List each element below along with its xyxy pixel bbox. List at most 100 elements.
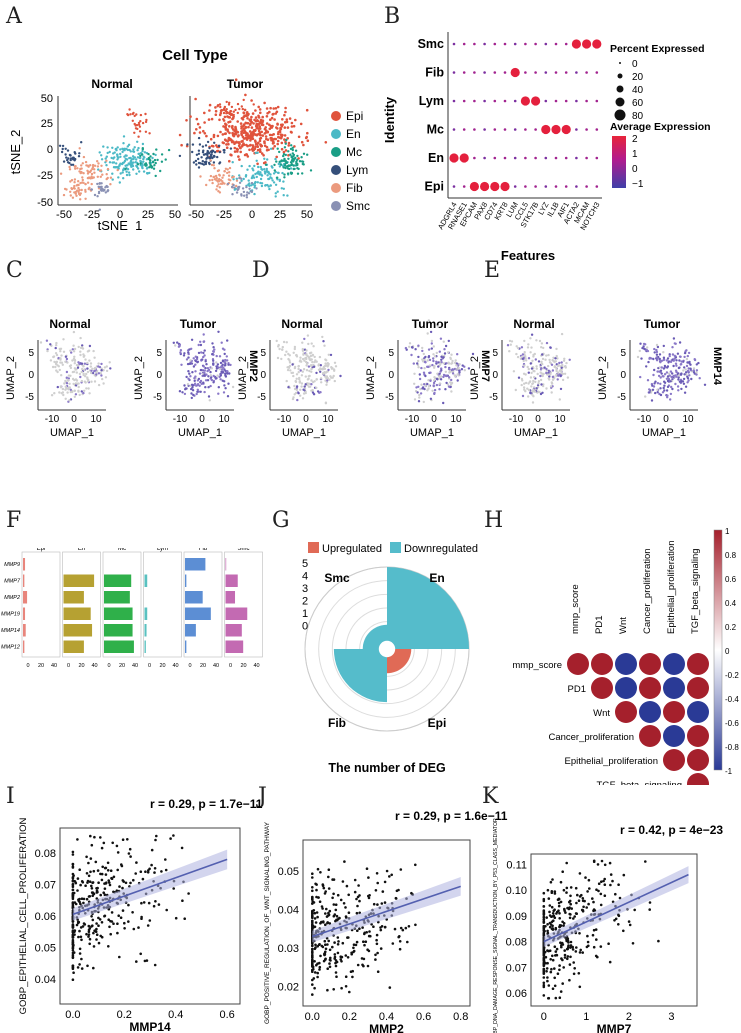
corr-cell <box>591 677 613 699</box>
tsne-point <box>98 169 102 172</box>
tsne-point <box>273 118 276 121</box>
umap-point <box>560 371 563 375</box>
scatter-point <box>319 871 322 874</box>
umap-point <box>639 342 642 345</box>
tsne-point <box>205 157 208 160</box>
tsne-point <box>204 144 208 147</box>
umap-xtick: 0 <box>199 414 205 425</box>
umap-point <box>669 380 672 383</box>
scatter-point <box>332 892 335 896</box>
umap-point <box>197 377 201 381</box>
tsne-point <box>148 161 151 165</box>
scatter-point <box>622 873 626 877</box>
tsne-point <box>159 169 162 173</box>
corr-cell <box>639 725 661 747</box>
tsne-point <box>80 141 83 144</box>
scatter-point <box>135 861 138 864</box>
tsne-point <box>119 155 122 158</box>
umap-point <box>672 359 675 362</box>
umap-point <box>327 368 330 372</box>
scatter-point <box>116 922 119 925</box>
scatter-point <box>328 965 332 969</box>
umap-point <box>533 370 536 373</box>
tsne-point <box>71 196 75 199</box>
umap-point <box>436 372 439 375</box>
umap-point <box>541 391 544 394</box>
tsne-point <box>224 122 227 126</box>
tsne-point <box>219 179 223 182</box>
scatter-point <box>563 949 566 952</box>
tsne-point <box>285 161 289 165</box>
scatter-point <box>347 911 351 914</box>
scatter-point <box>566 957 569 961</box>
scatter-point <box>318 965 322 969</box>
scatter-point <box>84 884 87 887</box>
umap-point <box>315 386 318 389</box>
tsne-point <box>256 162 259 166</box>
scatter-point <box>335 975 338 978</box>
panel-b-ylabel: Identity <box>382 96 397 143</box>
umap-point <box>687 379 690 382</box>
umap-point <box>64 385 68 388</box>
umap-point <box>212 346 215 349</box>
umap-ylabel: UMAP_2 <box>133 356 145 400</box>
dotplot-dot <box>544 42 548 46</box>
scatter-point <box>108 881 111 884</box>
umap-point <box>535 339 538 342</box>
tsne-point <box>277 130 280 134</box>
umap-point <box>51 365 55 369</box>
scatter-point <box>314 943 317 947</box>
umap-point <box>183 392 187 396</box>
umap-point <box>332 374 335 378</box>
umap-point <box>308 374 311 378</box>
umap-point <box>209 374 213 377</box>
scatter-point <box>339 958 343 961</box>
umap-point <box>219 378 222 381</box>
panel-g-legend-down-swatch <box>390 542 401 553</box>
scatter-point <box>127 903 130 907</box>
umap-point <box>675 364 678 367</box>
scatter-point <box>603 877 606 881</box>
corr-cell <box>639 653 661 675</box>
umap-point <box>202 374 205 377</box>
tsne-point <box>202 149 205 152</box>
umap-point <box>325 359 328 362</box>
scatter-point <box>71 943 75 947</box>
tsne-point <box>261 168 264 171</box>
panel-a-xtick: 25 <box>274 209 286 221</box>
scatter-point <box>548 949 552 952</box>
tsne-point <box>78 152 81 155</box>
polar-rtick: 0 <box>302 621 308 633</box>
scatter-point <box>314 921 318 924</box>
umap-point <box>216 363 220 366</box>
scatter-point <box>71 938 75 942</box>
tsne-point <box>300 140 304 144</box>
scatter-point <box>363 943 366 947</box>
umap-point <box>275 339 278 343</box>
tsne-point <box>254 172 257 176</box>
scatter-point <box>121 838 125 841</box>
panel-a-xtick: 50 <box>301 209 313 221</box>
umap-point <box>555 373 558 376</box>
tsne-point <box>137 135 140 138</box>
scatter-point <box>334 964 338 968</box>
panel-f-bar <box>225 607 248 620</box>
tsne-point <box>266 130 270 134</box>
umap-point <box>87 378 90 382</box>
scatter-point <box>110 920 114 923</box>
scatter-point <box>334 961 337 965</box>
panel-b-avg-colorbar <box>612 136 626 188</box>
tsne-point <box>281 171 284 175</box>
scatter-point <box>599 903 603 907</box>
tsne-point <box>105 159 108 162</box>
umap-point <box>541 362 544 366</box>
umap-title: Normal <box>49 318 90 331</box>
umap-point <box>297 392 300 395</box>
umap-xtick: 0 <box>663 414 669 425</box>
scatter-xlabel: MMP2 <box>369 1022 404 1033</box>
tsne-point <box>123 155 126 158</box>
dotplot-dot <box>575 99 578 103</box>
tsne-point <box>219 130 222 134</box>
scatter-point <box>71 951 75 955</box>
